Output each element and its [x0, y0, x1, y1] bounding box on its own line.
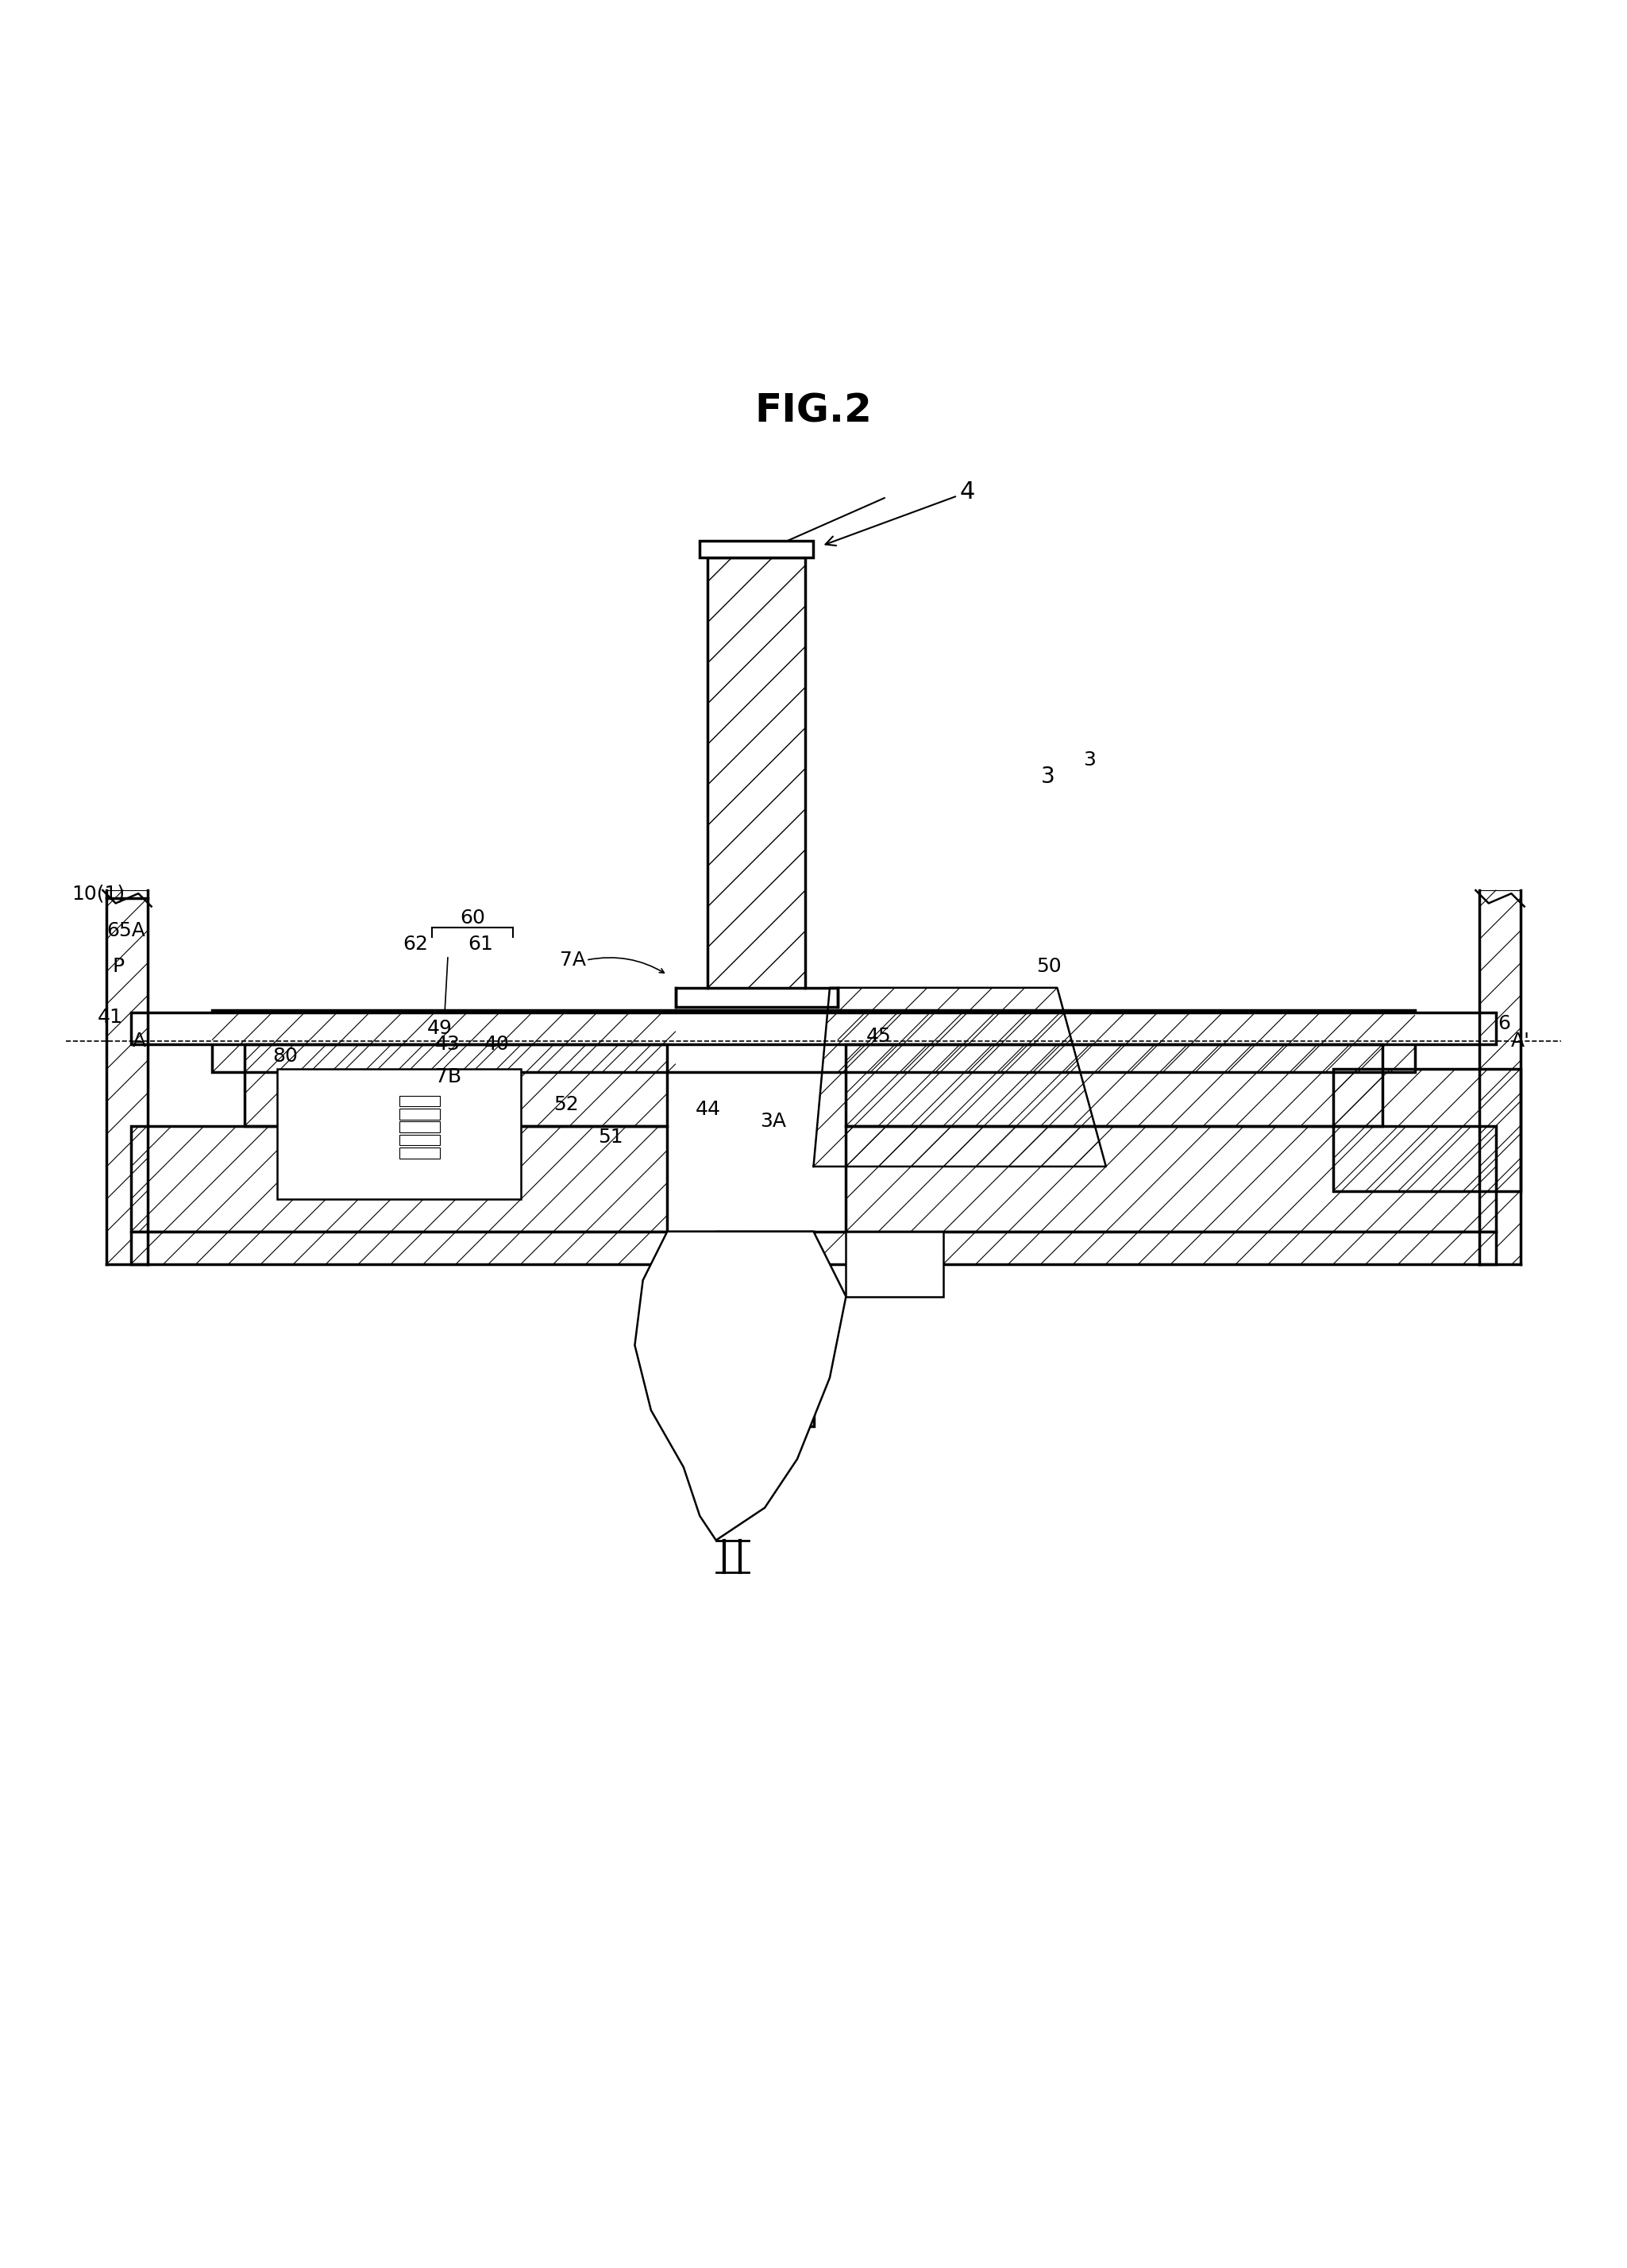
Text: 51: 51 — [597, 1127, 623, 1148]
PathPatch shape — [838, 1012, 1414, 1073]
Bar — [132, 1232, 1495, 1263]
PathPatch shape — [814, 989, 1106, 1166]
Text: FIG.2: FIG.2 — [755, 392, 872, 431]
Text: 45: 45 — [866, 1027, 892, 1046]
Text: 41: 41 — [98, 1007, 122, 1027]
Text: 62: 62 — [403, 934, 428, 953]
Text: 60: 60 — [460, 909, 485, 928]
Bar — [399, 1148, 439, 1159]
Text: 7B: 7B — [434, 1068, 460, 1086]
PathPatch shape — [132, 1232, 1495, 1263]
Text: 65A: 65A — [107, 921, 146, 941]
PathPatch shape — [107, 891, 148, 1263]
PathPatch shape — [635, 1232, 846, 1540]
Bar — [675, 989, 838, 1007]
Text: 3A: 3A — [760, 1111, 786, 1129]
Bar — [1334, 1068, 1520, 1191]
PathPatch shape — [1334, 1068, 1520, 1191]
Text: A: A — [132, 1032, 146, 1050]
Text: 4: 4 — [825, 481, 975, 547]
Text: 3: 3 — [1041, 764, 1054, 787]
Bar — [132, 1125, 667, 1232]
PathPatch shape — [675, 989, 838, 1007]
Bar — [277, 1068, 521, 1200]
Bar — [846, 1125, 1495, 1232]
Bar — [213, 1012, 1414, 1073]
Bar — [244, 1046, 667, 1125]
Text: 7A: 7A — [560, 950, 586, 971]
Bar — [846, 1232, 944, 1297]
Text: 43: 43 — [436, 1034, 460, 1055]
Text: 3: 3 — [1084, 751, 1097, 769]
Text: 44: 44 — [695, 1100, 721, 1118]
PathPatch shape — [716, 1232, 814, 1427]
Bar — [700, 540, 814, 558]
Bar — [399, 1095, 439, 1107]
Text: 40: 40 — [483, 1034, 509, 1055]
Bar — [399, 1109, 439, 1120]
Text: 61: 61 — [467, 934, 493, 953]
PathPatch shape — [213, 1012, 675, 1073]
PathPatch shape — [846, 1046, 1383, 1125]
PathPatch shape — [132, 1125, 667, 1232]
Text: 10(1): 10(1) — [72, 885, 125, 903]
Bar — [846, 1046, 1383, 1125]
Text: 49: 49 — [428, 1018, 452, 1039]
Bar — [399, 1134, 439, 1145]
PathPatch shape — [244, 1046, 667, 1125]
Bar — [399, 1123, 439, 1132]
Bar — [716, 1232, 814, 1427]
Text: 52: 52 — [553, 1095, 579, 1114]
Text: 6: 6 — [1498, 1014, 1510, 1032]
PathPatch shape — [708, 558, 805, 989]
Bar — [132, 1012, 1495, 1046]
Text: 80: 80 — [273, 1046, 298, 1066]
PathPatch shape — [846, 1125, 1495, 1232]
Text: P: P — [112, 957, 124, 975]
PathPatch shape — [1479, 891, 1520, 1263]
Text: A': A' — [1511, 1032, 1529, 1050]
Text: 50: 50 — [1036, 957, 1062, 975]
PathPatch shape — [635, 1232, 846, 1540]
